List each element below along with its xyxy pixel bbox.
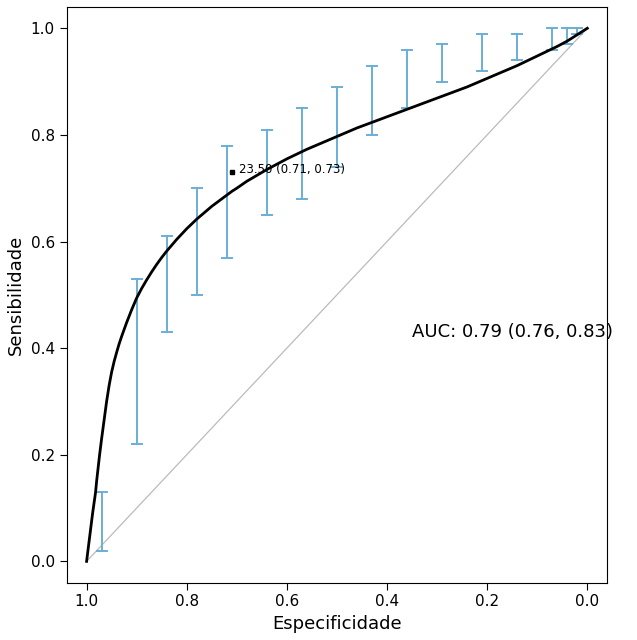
Text: 23.50 (0.71, 0.73): 23.50 (0.71, 0.73) (240, 163, 345, 176)
Text: AUC: 0.79 (0.76, 0.83): AUC: 0.79 (0.76, 0.83) (412, 323, 613, 342)
Y-axis label: Sensibilidade: Sensibilidade (7, 235, 25, 355)
X-axis label: Especificidade: Especificidade (272, 615, 402, 633)
